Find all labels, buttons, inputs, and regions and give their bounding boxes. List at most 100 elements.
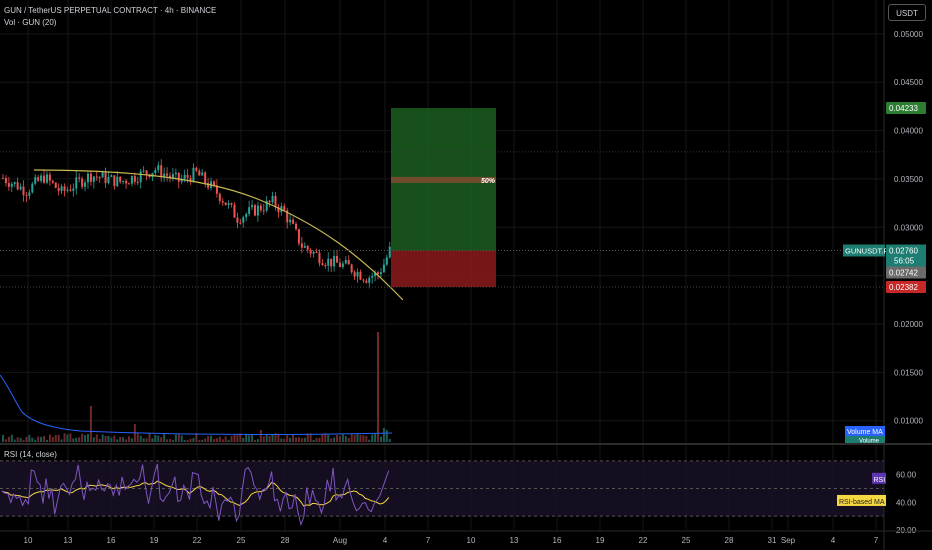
candle-body <box>51 180 54 183</box>
volume-bar <box>324 433 327 442</box>
volume-bar <box>303 437 306 442</box>
candle-body <box>324 265 327 267</box>
volume-bar <box>221 439 224 442</box>
candle-body <box>169 175 172 178</box>
volume-bar <box>2 434 4 442</box>
volume-bar <box>84 435 87 442</box>
candle-body <box>48 174 51 181</box>
candle-body <box>63 186 66 191</box>
candle-body <box>113 175 116 187</box>
volume-bar <box>142 438 145 442</box>
candle-body <box>142 170 145 172</box>
volume-bar <box>72 438 75 442</box>
volume-bar <box>300 438 303 442</box>
volume-bar <box>259 430 262 442</box>
rsi-band <box>0 460 884 517</box>
volume-bar <box>107 435 110 442</box>
volume-bar <box>336 435 339 442</box>
candle-body <box>192 167 195 182</box>
price-tick-label: 0.04500 <box>894 78 923 87</box>
candle-body <box>271 195 274 203</box>
candle-body <box>78 177 81 179</box>
candle-body <box>292 219 295 224</box>
long-position-tool[interactable]: 50% <box>391 108 496 288</box>
volume-bar <box>236 435 239 442</box>
volume-bar <box>315 437 318 442</box>
volume-bar <box>371 434 374 442</box>
candle-body <box>321 263 324 266</box>
time-tick-label: 4 <box>831 536 836 545</box>
symbol-tag-bg <box>843 244 885 257</box>
volume-bar <box>169 439 172 442</box>
candle-body <box>122 180 125 182</box>
candle-body <box>60 186 63 192</box>
volume-bar <box>215 438 218 442</box>
candle-body <box>300 243 303 248</box>
volume-bar <box>377 332 380 442</box>
candle-body <box>242 217 245 223</box>
candle-body <box>353 272 356 277</box>
volume-bar <box>45 439 48 442</box>
volume-bar <box>253 439 256 442</box>
candle-body <box>157 165 160 171</box>
candle-body <box>318 252 321 264</box>
candle-body <box>28 192 31 196</box>
candle-body <box>359 271 362 280</box>
volume-bar <box>379 436 382 442</box>
volume-bar <box>312 439 315 442</box>
candle-body <box>198 170 201 176</box>
candle-body <box>286 210 289 223</box>
currency-selector[interactable]: USDT <box>888 4 926 21</box>
candle-body <box>22 186 25 196</box>
volume-bar <box>81 433 84 442</box>
volume-bar <box>359 434 362 442</box>
price-tick-label: 0.02000 <box>894 320 923 329</box>
volume-bar <box>198 439 201 442</box>
candle-body <box>183 174 186 179</box>
last-price-tag: 0.02760 <box>889 246 918 255</box>
volume-bar <box>362 435 365 442</box>
volume-bar <box>92 437 95 442</box>
stop-price-tag-bg <box>886 281 926 294</box>
price-tick-label: 0.01000 <box>894 417 923 426</box>
candle-body <box>201 172 204 176</box>
time-tick-label: 19 <box>150 536 159 545</box>
volume-bar <box>10 434 13 442</box>
volume-bar <box>353 434 356 442</box>
candle-body <box>180 178 183 182</box>
stop-price-tag: 0.02382 <box>889 283 918 292</box>
time-tick-label: 28 <box>281 536 290 545</box>
volume-bar <box>350 434 353 442</box>
volume-ma-line <box>0 374 393 435</box>
candle-body <box>251 205 254 208</box>
volume-bar <box>98 438 101 442</box>
volume-bar <box>333 437 336 442</box>
time-tick-label: 13 <box>64 536 73 545</box>
candle-body <box>98 177 101 179</box>
candle-body <box>154 170 157 173</box>
candle-body <box>344 260 347 264</box>
volume-bar <box>51 436 54 442</box>
candle-body <box>125 180 128 184</box>
candle-body <box>245 213 248 218</box>
candle-body <box>312 251 315 254</box>
time-tick-label: 10 <box>467 536 476 545</box>
volume-bar <box>262 436 265 442</box>
volume-bar <box>248 435 251 442</box>
symbol-tag: GUNUSDT.P <box>845 246 888 255</box>
candle-body <box>277 206 280 213</box>
candle-body <box>166 173 169 176</box>
candle-body <box>45 174 48 183</box>
volume-bar <box>174 434 177 442</box>
candle-body <box>377 272 380 275</box>
time-tick-label: 7 <box>874 536 879 545</box>
volume-bar <box>16 437 19 442</box>
volume-bar <box>212 439 215 442</box>
candle-body <box>54 182 57 188</box>
time-tick-label: 22 <box>193 536 202 545</box>
candle-body <box>338 262 341 267</box>
volume-bar <box>37 436 40 442</box>
volume-bar <box>57 434 60 442</box>
volume-bar <box>177 433 180 442</box>
